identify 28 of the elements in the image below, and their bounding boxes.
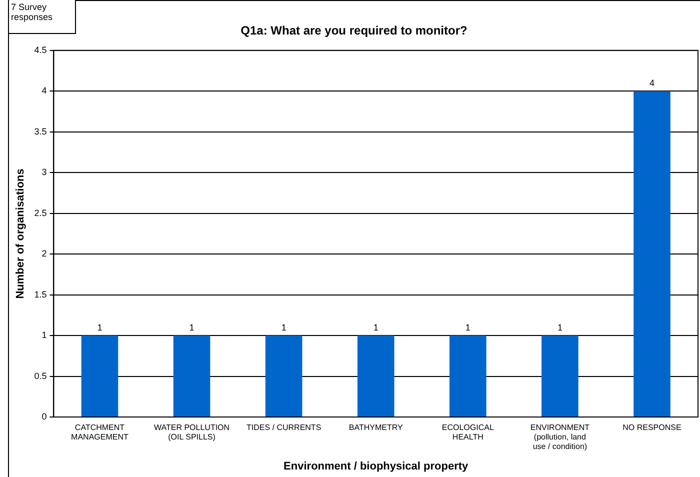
y-tick-label: 0 — [42, 411, 47, 422]
y-tick-label: 4.5 — [34, 44, 47, 55]
x-tick-label: NO RESPONSE — [622, 423, 682, 432]
data-label: 1 — [97, 322, 102, 333]
y-axis-title: Number of organisations — [14, 168, 27, 299]
data-label: 1 — [281, 322, 286, 333]
x-tick-label: CATCHMENT MANAGEMENT — [71, 423, 129, 442]
data-label: 1 — [189, 322, 194, 333]
data-label: 1 — [465, 322, 470, 333]
y-tick-label: 0.5 — [34, 370, 47, 381]
x-tick-label: ENVIRONMENT (pollution, land use / condition) — [530, 423, 590, 452]
x-tick-label: WATER POLLUTION (OIL SPILLS) — [154, 423, 230, 442]
x-tick-label: ECOLOGICAL HEALTH — [442, 423, 494, 442]
x-axis-title: Environment / biophysical property — [284, 460, 470, 472]
y-tick-label: 3 — [42, 167, 47, 178]
x-tick-label: TIDES / CURRENTS — [246, 423, 322, 432]
x-tick-label: BATHYMETRY — [348, 423, 404, 432]
y-tick-label: 2.5 — [34, 208, 47, 218]
data-label: 4 — [649, 78, 654, 88]
y-tick-label: 2 — [42, 248, 47, 259]
data-label: 1 — [373, 322, 378, 333]
data-label: 1 — [557, 322, 562, 333]
y-tick-label: 1.5 — [34, 289, 47, 300]
y-tick-label: 4 — [42, 86, 47, 96]
text: 7 Survey responses — [8, 0, 76, 34]
y-tick-label: 3.5 — [34, 126, 47, 136]
chart-title: Q1a: What are you required to monitor? — [240, 24, 468, 38]
y-tick-label: 1 — [42, 330, 47, 340]
